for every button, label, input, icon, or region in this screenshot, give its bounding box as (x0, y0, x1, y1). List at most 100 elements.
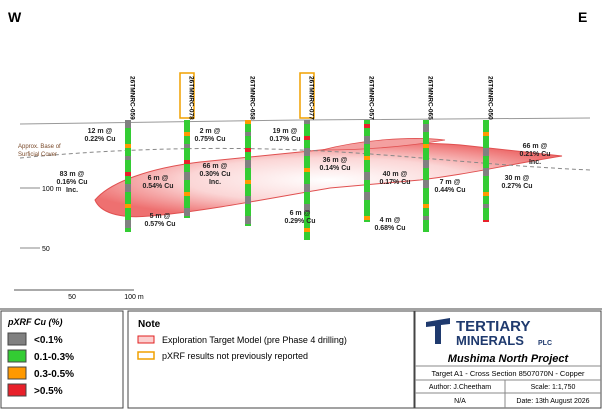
drillhole-segment (184, 152, 190, 156)
intercept-label: 0.17% Cu (269, 136, 300, 143)
intercept-label: 0.16% Cu (56, 179, 87, 186)
drillhole-segment (423, 220, 429, 224)
drillhole-segment (184, 148, 190, 152)
drillhole-segment (304, 208, 310, 212)
drillhole-segment (245, 132, 251, 136)
cover-label: Approx. Base of (18, 144, 61, 150)
scale-label: 100 m (124, 294, 144, 301)
intercept-label: Inc. (66, 187, 78, 194)
drillhole-segment (304, 128, 310, 132)
drillhole-segment (423, 148, 429, 152)
drillhole-segment (245, 204, 251, 208)
drillhole-segment (125, 160, 131, 164)
drillhole-segment (304, 228, 310, 232)
drillhole-segment (304, 220, 310, 224)
drillhole-segment (304, 180, 310, 184)
intercept-label: 0.17% Cu (379, 179, 410, 186)
drillhole-segment (184, 184, 190, 188)
intercept-label: 0.27% Cu (501, 183, 532, 190)
drillhole-segment (304, 232, 310, 236)
drillhole-segment (245, 220, 251, 224)
drillhole-segment (483, 164, 489, 168)
drillhole-segment (304, 144, 310, 148)
drillhole-segment (423, 208, 429, 212)
drillhole-segment (304, 168, 310, 172)
intercept-label: 4 m @ (380, 217, 401, 224)
legend-label: <0.1% (34, 335, 63, 346)
intercept-label: 83 m @ (60, 171, 85, 178)
drillhole-segment (184, 216, 190, 218)
drillhole-segment (483, 120, 489, 124)
drillhole-segment (483, 220, 489, 222)
drillhole-segment (483, 140, 489, 144)
intercept-label: Inc. (529, 159, 541, 166)
drillhole-label: 26TMNRC-077 (308, 76, 315, 120)
east-label: E (578, 9, 587, 25)
drillhole-segment (184, 160, 190, 164)
drillhole-segment (483, 176, 489, 180)
drillhole-segment (364, 180, 370, 184)
subtitle: Target A1 - Cross Section 8507070N - Cop… (432, 369, 586, 378)
intercept-label: 0.30% Cu (199, 171, 230, 178)
drillhole-segment (245, 224, 251, 226)
drillhole-segment (245, 188, 251, 192)
base-of-cover (19, 147, 591, 171)
drillhole-label: 26TMNRC-078 (188, 76, 195, 120)
reference: N/A (454, 398, 466, 405)
drillhole-segment (364, 184, 370, 188)
drillhole-segment (364, 196, 370, 200)
drillhole-segment (184, 176, 190, 180)
drillhole-segment (304, 204, 310, 208)
drillhole-segment (125, 168, 131, 172)
drillhole-segment (245, 144, 251, 148)
drillhole-segment (125, 204, 131, 208)
legend-label: 0.3-0.5% (34, 369, 74, 380)
drillhole-segment (423, 188, 429, 192)
drillhole-segment (304, 176, 310, 180)
drillhole-segment (423, 200, 429, 204)
drillhole-segment (304, 148, 310, 152)
elevation-label: 100 m (42, 186, 62, 193)
intercept-label: 0.21% Cu (519, 151, 550, 158)
drillhole-segment (304, 236, 310, 240)
drillhole-segment (304, 188, 310, 192)
drillhole-segment (483, 212, 489, 216)
drillhole-segment (304, 124, 310, 128)
drillhole-segment (364, 208, 370, 212)
highlight-box (179, 72, 195, 119)
drillhole-segment (423, 156, 429, 160)
intercept-label: 7 m @ (440, 179, 461, 186)
drillhole-segment (304, 224, 310, 228)
drillhole-segment (304, 184, 310, 188)
drillhole-segment (125, 172, 131, 176)
note-swatch (137, 351, 155, 360)
drillhole-segment (483, 156, 489, 160)
drillhole-segment (483, 204, 489, 208)
drillhole-segment (125, 136, 131, 140)
legend-label: >0.5% (34, 386, 63, 397)
drillhole-segment (423, 132, 429, 136)
drillhole-segment (304, 200, 310, 204)
drillhole-segment (125, 180, 131, 184)
drillhole-segment (125, 200, 131, 204)
note-item: Exploration Target Model (pre Phase 4 dr… (162, 335, 347, 345)
intercept-label: 6 m @ (148, 175, 169, 182)
note-item: pXRF results not previously reported (162, 351, 308, 361)
intercept-label: Inc. (209, 179, 221, 186)
legend-label: 0.1-0.3% (34, 352, 74, 363)
drillhole-segment (364, 204, 370, 208)
drillhole-segment (304, 136, 310, 140)
drillhole-segment (483, 200, 489, 204)
drillhole-segment (423, 216, 429, 220)
drillhole-label: 26TMNRC-058 (249, 76, 256, 120)
drillhole-segment (184, 188, 190, 192)
title-block (414, 310, 602, 409)
drillhole-segment (483, 192, 489, 196)
drillhole-segment (245, 180, 251, 184)
drillhole-segment (423, 204, 429, 208)
drillhole-segment (364, 152, 370, 156)
drillhole-segment (483, 216, 489, 220)
drillhole-segment (245, 192, 251, 196)
drillhole-segment (423, 168, 429, 172)
drillhole-segment (364, 132, 370, 136)
